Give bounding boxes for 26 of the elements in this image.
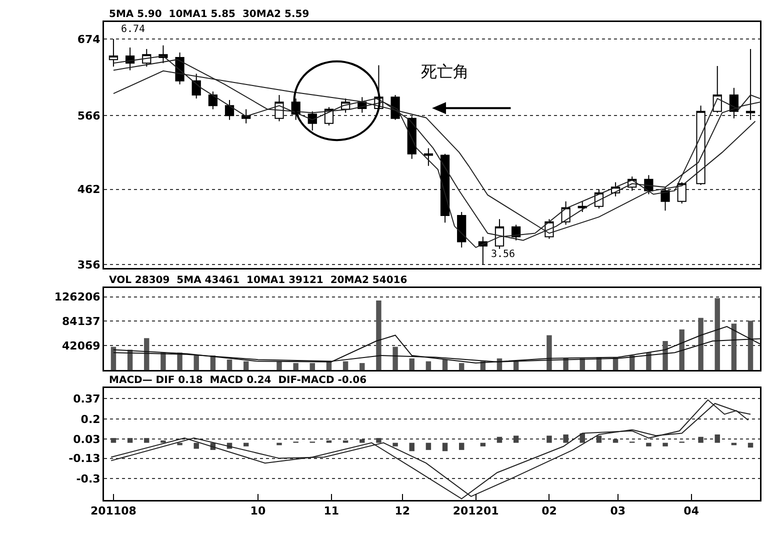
annotation: 3.56 [491, 249, 516, 260]
x-tick-label: 03 [610, 504, 626, 518]
annotation: 6.74 [121, 24, 146, 35]
y-tick-label: -0.3 [76, 472, 100, 486]
y-tick-label: 84137 [62, 315, 100, 328]
y-tick-label: -0.13 [68, 452, 100, 466]
text: VOL 28309 5MA 43461 10MA1 39121 20MA2 54016 [109, 275, 408, 286]
y-tick-label: 674 [77, 32, 101, 46]
x-tick-label: 201201 [452, 504, 499, 518]
y-tick-label: 462 [77, 183, 100, 196]
x-tick-label: 10 [250, 504, 266, 518]
x-tick-label: 02 [542, 504, 557, 518]
x-tick-label: 12 [394, 504, 410, 518]
y-tick-label: 42069 [62, 339, 100, 352]
y-tick-label: 0.37 [73, 392, 100, 406]
y-tick-label: 126206 [54, 290, 101, 304]
x-tick-label: 11 [324, 504, 340, 518]
x-tick-label: 04 [684, 504, 700, 518]
y-tick-label: 566 [77, 109, 101, 122]
x-tick-label: 201108 [90, 504, 136, 518]
text: MACD— DIF 0.18 MACD 0.24 DIF-MACD -0.06 [109, 375, 367, 386]
text: 5MA 5.90 10MA1 5.85 30MA2 5.59 [109, 9, 310, 20]
annotation: 死亡角 [421, 62, 469, 81]
y-tick-label: 0.03 [73, 433, 100, 446]
y-tick-label: 356 [77, 258, 101, 272]
y-tick-label: 0.2 [80, 412, 100, 426]
